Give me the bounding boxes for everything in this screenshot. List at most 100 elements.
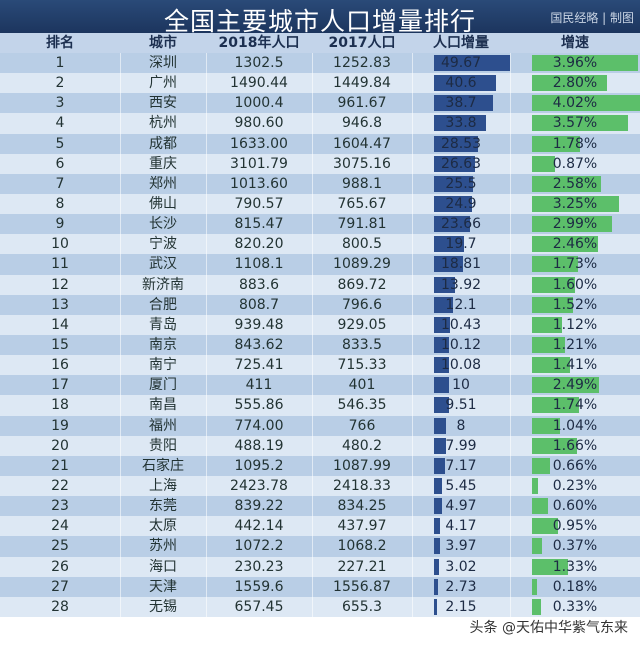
speed-bar: [532, 195, 620, 212]
population-table: 排名 城市 2018年人口 2017人口 人口增量 增速 1 深圳 1302.5 1252.83…: [0, 33, 640, 617]
speed-bar: [532, 55, 639, 71]
pop-2017-cell: 869.72: [337, 276, 387, 293]
increase-bar: [434, 397, 449, 414]
speed-bar: [532, 256, 579, 273]
column-divider: [412, 53, 413, 74]
column-divider: [412, 556, 413, 577]
increase-label: 19.7: [445, 236, 477, 253]
column-divider: [510, 475, 511, 497]
pop-2018-cell: 939.48: [234, 316, 284, 333]
increase-bar: [434, 236, 465, 253]
increase-label: 23.66: [440, 216, 482, 233]
increase-label: 33.8: [445, 115, 477, 132]
column-header: 城市: [149, 35, 177, 51]
column-divider: [120, 395, 121, 416]
column-divider: [412, 435, 413, 456]
column-divider: [312, 93, 313, 114]
city-cell: 成都: [149, 135, 177, 152]
table-row: 5 成都 1633.00 1604.47 28.53 1.78%: [0, 133, 640, 154]
column-divider: [120, 314, 121, 335]
increase-bar: [434, 377, 450, 394]
table-row: 4 杭州 980.60 946.8 33.8 3.57%: [0, 113, 640, 134]
speed-bar: [532, 155, 556, 172]
increase-label: 10.08: [440, 357, 482, 374]
city-cell: 石家庄: [142, 457, 184, 474]
column-divider: [206, 53, 207, 74]
column-divider: [120, 355, 121, 376]
column-divider: [510, 415, 511, 436]
city-cell: 南宁: [149, 357, 177, 374]
column-divider: [510, 153, 511, 174]
pop-2017-cell: 227.21: [337, 558, 387, 575]
increase-label: 28.53: [440, 135, 482, 152]
pop-2017-cell: 1068.2: [337, 538, 387, 555]
column-divider: [206, 395, 207, 416]
table-row: 24 太原 442.14 437.97 4.17 0.95%: [0, 516, 640, 537]
rank-cell: 16: [51, 357, 69, 374]
city-cell: 深圳: [149, 55, 177, 71]
city-cell: 苏州: [149, 538, 177, 555]
column-divider: [120, 455, 121, 476]
speed-bar: [532, 538, 542, 555]
rank-cell: 17: [51, 377, 69, 394]
column-header: 2017人口: [328, 35, 396, 51]
pop-2018-cell: 1013.60: [230, 175, 288, 192]
pop-2017-cell: 946.8: [341, 115, 383, 132]
column-divider: [312, 214, 313, 235]
column-header: 人口增量: [433, 35, 489, 51]
column-divider: [510, 355, 511, 376]
rank-cell: 23: [51, 498, 69, 515]
pop-2017-cell: 765.67: [337, 195, 387, 212]
increase-bar: [434, 296, 453, 313]
column-divider: [120, 576, 121, 597]
column-divider: [206, 496, 207, 517]
column-divider: [312, 274, 313, 295]
column-divider: [206, 536, 207, 557]
table-row: 20 贵阳 488.19 480.2 7.99 1.66%: [0, 435, 640, 456]
increase-bar: [434, 195, 473, 212]
speed-label: 3.57%: [552, 115, 598, 132]
column-divider: [510, 93, 511, 114]
speed-bar: [532, 236, 599, 253]
column-divider: [312, 596, 313, 617]
increase-bar: [434, 538, 441, 555]
column-divider: [120, 475, 121, 497]
increase-bar: [434, 417, 447, 434]
column-divider: [412, 153, 413, 174]
column-divider: [510, 133, 511, 154]
column-divider: [206, 375, 207, 396]
pop-2018-cell: 774.00: [234, 417, 284, 434]
rank-cell: 1: [55, 55, 65, 71]
speed-label: 1.78%: [552, 135, 598, 152]
pop-2018-cell: 1633.00: [230, 135, 288, 152]
city-cell: 无锡: [149, 598, 177, 615]
column-divider: [120, 274, 121, 295]
column-divider: [510, 536, 511, 557]
column-divider: [312, 294, 313, 315]
column-divider: [206, 173, 207, 194]
increase-label: 25.5: [445, 175, 477, 192]
table-row: 6 重庆 3101.79 3075.16 26.63 0.87%: [0, 153, 640, 174]
speed-label: 1.73%: [552, 256, 598, 273]
column-divider: [312, 415, 313, 436]
pop-2017-cell: 1087.99: [333, 457, 391, 474]
city-cell: 太原: [149, 518, 177, 535]
table-row: 18 南昌 555.86 546.35 9.51 1.74%: [0, 395, 640, 416]
table-row: 15 南京 843.62 833.5 10.12 1.21%: [0, 334, 640, 356]
column-divider: [412, 496, 413, 517]
column-divider: [312, 193, 313, 215]
pop-2017-cell: 766: [348, 417, 376, 434]
speed-label: 0.37%: [552, 538, 598, 555]
increase-label: 4.97: [445, 498, 477, 515]
pop-2018-cell: 1490.44: [230, 75, 288, 92]
pop-2017-cell: 401: [348, 377, 376, 394]
increase-bar: [434, 477, 443, 494]
speed-label: 0.23%: [552, 477, 598, 494]
column-divider: [206, 415, 207, 436]
column-divider: [120, 334, 121, 356]
increase-label: 18.81: [440, 256, 482, 273]
pop-2017-cell: 480.2: [341, 437, 383, 454]
city-cell: 重庆: [149, 155, 177, 172]
table-row: 27 天津 1559.6 1556.87 2.73 0.18%: [0, 576, 640, 597]
speed-label: 3.25%: [552, 195, 598, 212]
